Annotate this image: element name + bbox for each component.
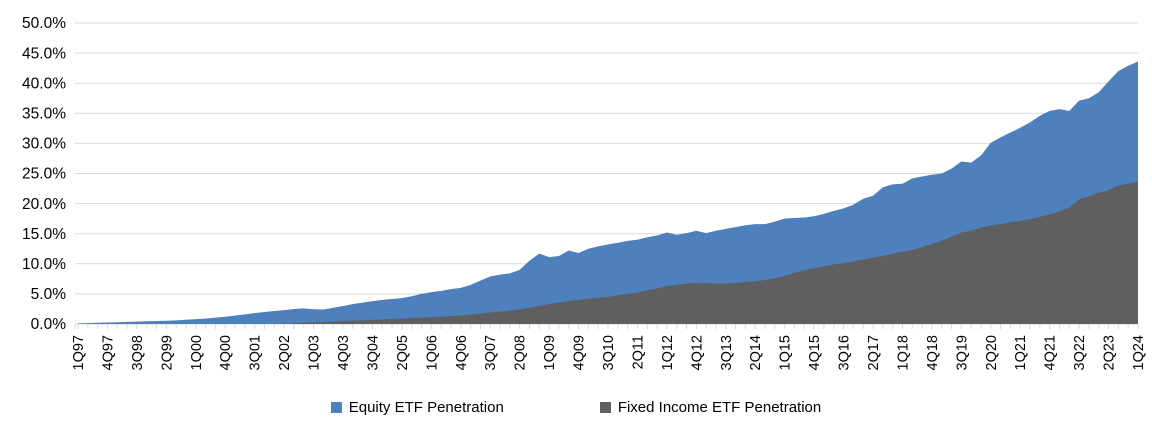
y-axis-label: 5.0%: [31, 286, 67, 303]
legend-item-fixed-income: Fixed Income ETF Penetration: [599, 399, 822, 416]
x-axis-label: 4Q06: [454, 335, 470, 370]
y-axis-label: 10.0%: [22, 256, 66, 273]
x-axis-label: 2Q14: [748, 335, 764, 370]
x-axis-label: 1Q00: [189, 335, 205, 370]
x-axis-label: 3Q07: [483, 335, 499, 370]
x-axis-label: 2Q20: [984, 335, 1000, 370]
y-axis-label: 20.0%: [22, 196, 66, 213]
x-axis-label: 3Q22: [1072, 335, 1088, 370]
x-axis-label: 3Q01: [248, 335, 264, 370]
x-axis-label: 1Q06: [424, 335, 440, 370]
x-axis-label: 1Q18: [895, 335, 911, 370]
x-axis-label: 2Q05: [395, 335, 411, 370]
x-axis-label: 1Q24: [1131, 335, 1147, 370]
x-axis-label: 4Q21: [1043, 335, 1059, 370]
y-axis-label: 40.0%: [22, 75, 66, 92]
fixed-income-legend-label: Fixed Income ETF Penetration: [617, 399, 822, 416]
x-axis-label: 2Q17: [866, 335, 882, 370]
x-axis-label: 4Q15: [807, 335, 823, 370]
y-axis-label: 15.0%: [22, 226, 66, 243]
x-axis-label: 4Q97: [100, 335, 116, 370]
y-axis-label: 25.0%: [22, 166, 66, 183]
x-axis-label: 3Q19: [954, 335, 970, 370]
equity-legend-label: Equity ETF Penetration: [348, 399, 504, 416]
x-axis-label: 4Q09: [572, 335, 588, 370]
x-axis-label: 3Q98: [130, 335, 146, 370]
etf-penetration-chart: 0.0% 5.0% 10.0% 15.0% 20.0% 25.0% 30.0% 35.0% 40…: [22, 15, 1147, 370]
x-axis-label: 2Q08: [513, 335, 529, 370]
chart-legend: Equity ETF Penetration Fixed Income ETF …: [0, 399, 1152, 416]
x-axis-label: 1Q12: [660, 335, 676, 370]
x-axis-label: 1Q15: [778, 335, 794, 370]
y-axis-label: 50.0%: [22, 15, 66, 32]
x-axis-label: 2Q23: [1102, 335, 1118, 370]
x-axis-label: 4Q12: [689, 335, 705, 370]
y-axis-label: 45.0%: [22, 45, 66, 62]
x-axis-label: 1Q97: [71, 335, 87, 370]
legend-item-equity: Equity ETF Penetration: [330, 399, 504, 416]
x-axis-label: 4Q18: [925, 335, 941, 370]
area-chart-canvas: 0.0% 5.0% 10.0% 15.0% 20.0% 25.0% 30.0% 35.0% 40…: [22, 15, 1147, 370]
equity-legend-swatch: [330, 402, 342, 413]
x-axis-label: 4Q03: [336, 335, 352, 370]
x-axis-label: 3Q16: [837, 335, 853, 370]
x-axis-label: 1Q21: [1013, 335, 1029, 370]
y-axis-label: 35.0%: [22, 106, 66, 123]
x-axis-label: 1Q03: [307, 335, 323, 370]
x-axis-label: 2Q02: [277, 335, 293, 370]
x-axis-label: 2Q99: [159, 335, 175, 370]
x-axis-label: 3Q13: [719, 335, 735, 370]
x-axis-label: 3Q10: [601, 335, 617, 370]
x-axis-label: 1Q09: [542, 335, 558, 370]
fixed-income-legend-swatch: [599, 402, 611, 413]
fixed-income-area-series: [78, 181, 1138, 324]
x-axis-label: 3Q04: [365, 335, 381, 370]
x-axis-label: 4Q00: [218, 335, 234, 370]
y-axis-label: 0.0%: [31, 316, 67, 333]
y-axis-label: 30.0%: [22, 136, 66, 153]
x-axis-label: 2Q11: [630, 335, 646, 369]
